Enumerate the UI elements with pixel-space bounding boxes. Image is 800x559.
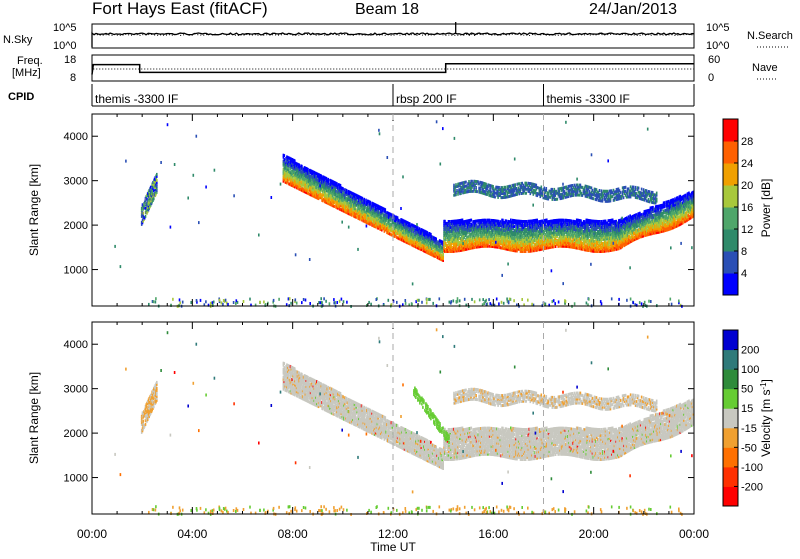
colorbar-segment [723,119,738,142]
y-tick-label: 3000 [64,176,88,188]
x-tick-label: 04:00 [177,527,207,541]
nave-tick-low: 0 [708,72,714,84]
y-tick-label: 1000 [64,265,88,277]
freq-label-line1: Freq. [17,55,43,67]
colorbar-segment [723,486,738,506]
date-title: 24/Jan/2013 [589,1,677,18]
colorbar-tick-label: 4 [741,268,747,280]
x-tick-label: 12:00 [378,527,408,541]
nsearch-label: N.Search [747,30,793,42]
beam-title: Beam 18 [355,1,419,18]
velocity-panel: 1000 2000 3000 4000 Slant Range [km] 200 100… [27,322,773,516]
x-tick-label: 20:00 [579,527,609,541]
cpid-segment-label: rbsp 200 IF [396,92,457,106]
colorbar-segment [723,251,738,274]
colorbar-segment [723,330,738,350]
cpid-label: CPID [8,91,34,103]
velocity-ylabel: Slant Range [km] [27,372,41,464]
colorbar-tick-label: 200 [741,345,759,357]
x-tick-label: 00:00 [77,527,107,541]
colorbar-tick-label: -200 [741,481,763,493]
colorbar-segment [723,389,738,409]
colorbar-tick-label: 20 [741,180,753,192]
colorbar-segment [723,163,738,186]
cpid-segment-label: themis -3300 IF [95,92,178,106]
x-tick-label: 00:00 [679,527,709,541]
colorbar-tick-label: 16 [741,202,753,214]
nsky-label: N.Sky [3,34,33,46]
freq-tick-low: 8 [70,72,76,84]
colorbar-segment [723,273,738,296]
nsky-tick-low: 10^0 [53,40,77,52]
colorbar-segment [723,428,738,448]
nave-label: Nave [752,62,778,74]
y-tick-label: 1000 [64,473,88,485]
freq-tick-high: 18 [64,54,76,66]
y-tick-label: 2000 [64,428,88,440]
colorbar-segment [723,229,738,252]
colorbar-segment [723,467,738,487]
nsearch-tick-low: 10^0 [706,40,730,52]
nsky-trace [92,22,694,47]
nsearch-tick-high: 10^5 [706,22,730,34]
colorbar-segment [723,185,738,208]
cpid-strip: CPID themis -3300 IF rbsp 200 IF themis -3… [8,84,694,106]
velocity-colorbar-label: Velocity [m s-1] [759,379,774,457]
nsky-panel: N.Sky 10^5 10^0 10^5 10^0 N.Search [3,22,793,52]
colorbar-segment [723,447,738,467]
colorbar-tick-label: 50 [741,384,753,396]
xaxis-title: Time UT [370,540,416,554]
nsky-tick-high: 10^5 [53,22,77,34]
colorbar-segment [723,408,738,428]
power-panel: 1000 2000 3000 4000 Slant Range [km] 28 24 20… [27,114,773,308]
power-colorbar-label: Power [dB] [759,179,773,238]
colorbar-segment [723,141,738,164]
x-tick-label: 16:00 [478,527,508,541]
y-tick-label: 4000 [64,339,88,351]
colorbar-tick-label: 28 [741,136,753,148]
power-ylabel: Slant Range [km] [27,164,41,256]
station-title: Fort Hays East (fitACF) [92,0,268,18]
colorbar-tick-label: 12 [741,224,753,236]
y-tick-label: 2000 [64,220,88,232]
cpid-segment-label: themis -3300 IF [547,92,630,106]
colorbar-tick-label: -50 [741,442,757,454]
freq-panel: Freq. [MHz] 18 8 60 0 Nave [12,54,778,84]
y-tick-label: 4000 [64,131,88,143]
colorbar-segment [723,350,738,370]
colorbar-segment [723,369,738,389]
colorbar-tick-label: -100 [741,462,763,474]
colorbar-tick-label: 8 [741,246,747,258]
x-tick-label: 08:00 [278,527,308,541]
y-tick-label: 3000 [64,384,88,396]
colorbar-tick-label: 24 [741,158,753,170]
colorbar-tick-label: 100 [741,364,759,376]
nave-tick-high: 60 [708,54,720,66]
colorbar-tick-label: -15 [741,423,757,435]
colorbar-tick-label: 15 [741,403,753,415]
colorbar-segment [723,207,738,230]
freq-label-line2: [MHz] [12,67,41,79]
